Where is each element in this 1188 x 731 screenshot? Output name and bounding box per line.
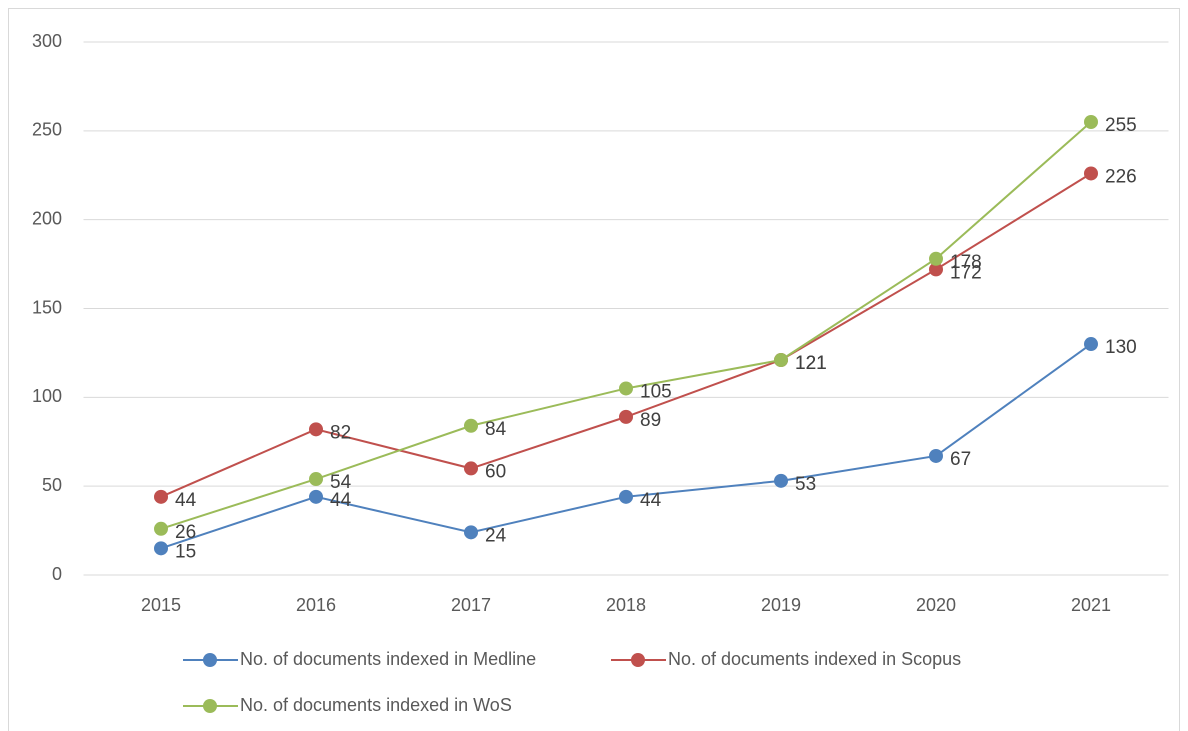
x-tick-label: 2017	[451, 595, 491, 615]
y-tick-label: 250	[32, 120, 62, 140]
data-point	[154, 541, 168, 556]
data-label: 82	[330, 422, 351, 443]
data-label: 60	[485, 461, 506, 482]
x-tick-label: 2016	[296, 595, 336, 615]
x-tick-label: 2015	[141, 595, 181, 615]
data-point	[309, 472, 323, 487]
data-point	[464, 418, 478, 433]
data-label: 26	[175, 522, 196, 543]
chart-border	[8, 8, 1180, 731]
data-point	[154, 521, 168, 536]
data-label: 172	[950, 262, 982, 283]
data-point	[309, 422, 323, 437]
data-label: 121	[795, 353, 827, 374]
data-label: 121	[795, 353, 827, 374]
data-point	[619, 409, 633, 424]
x-tick-label: 2021	[1071, 595, 1111, 615]
data-label: 53	[795, 474, 816, 495]
data-label: 24	[485, 525, 507, 546]
legend-label: No. of documents indexed in Medline	[240, 649, 536, 669]
data-label: 89	[640, 410, 661, 431]
data-point	[774, 353, 788, 368]
y-tick-label: 150	[32, 297, 62, 317]
x-tick-label: 2018	[606, 595, 646, 615]
data-label: 84	[485, 419, 507, 440]
data-point	[774, 473, 788, 488]
data-point	[309, 489, 323, 504]
data-label: 15	[175, 541, 196, 562]
data-point	[929, 448, 943, 463]
data-point	[619, 489, 633, 504]
legend-marker	[631, 653, 645, 667]
data-point	[929, 251, 943, 266]
data-point	[619, 381, 633, 396]
data-point	[1084, 166, 1098, 181]
data-label: 44	[175, 490, 197, 511]
data-label: 255	[1105, 115, 1137, 136]
data-label: 54	[330, 472, 352, 493]
legend-label: No. of documents indexed in WoS	[240, 695, 512, 715]
legend-label: No. of documents indexed in Scopus	[668, 649, 961, 669]
legend-marker	[203, 699, 217, 713]
data-label: 67	[950, 449, 971, 470]
data-point	[929, 262, 943, 277]
y-tick-label: 50	[42, 475, 62, 495]
x-tick-label: 2020	[916, 595, 956, 615]
y-tick-label: 0	[52, 564, 62, 584]
data-point	[154, 489, 168, 504]
data-point	[1084, 114, 1098, 129]
y-tick-label: 200	[32, 208, 62, 228]
data-label: 130	[1105, 337, 1137, 358]
data-point	[1084, 337, 1098, 352]
data-label: 226	[1105, 166, 1137, 187]
data-label: 105	[640, 381, 672, 402]
data-label: 44	[330, 490, 352, 511]
y-tick-label: 300	[32, 31, 62, 51]
legend-marker	[203, 653, 217, 667]
x-tick-label: 2019	[761, 595, 801, 615]
data-label: 44	[640, 490, 662, 511]
data-label: 178	[950, 252, 982, 273]
data-point	[464, 525, 478, 540]
series-line	[160, 343, 1092, 550]
data-point	[464, 461, 478, 476]
y-tick-label: 100	[32, 386, 62, 406]
